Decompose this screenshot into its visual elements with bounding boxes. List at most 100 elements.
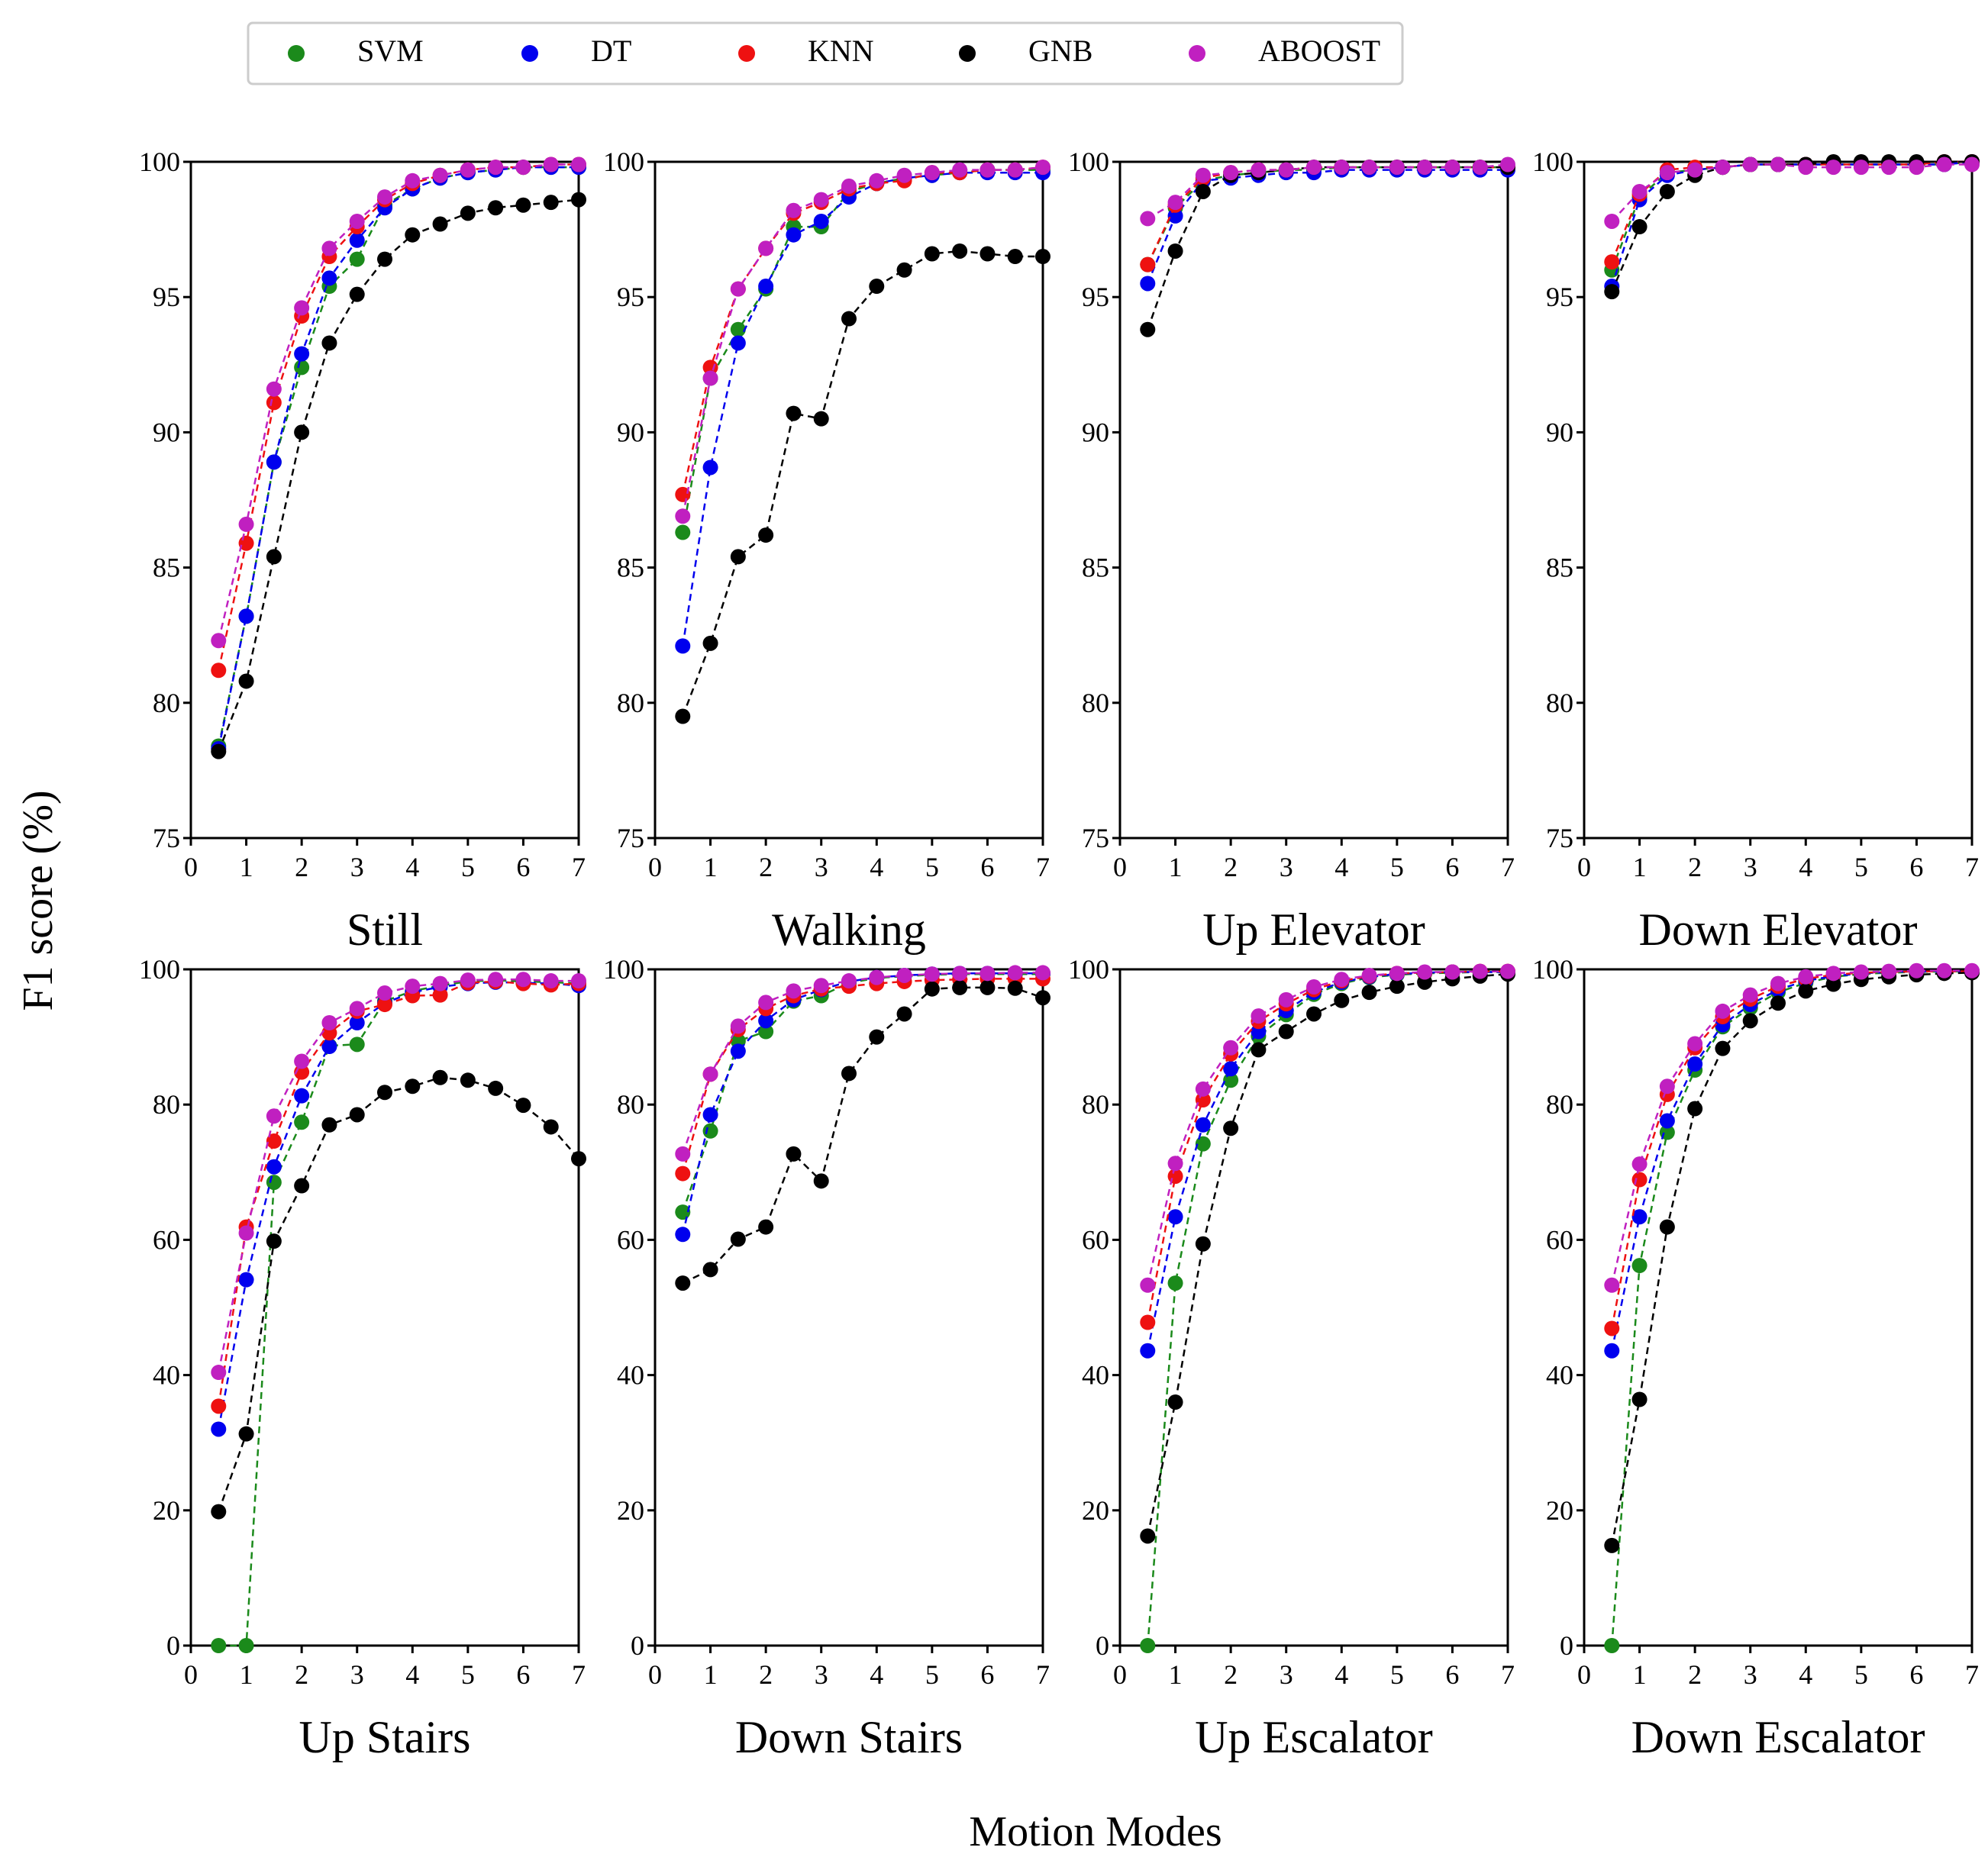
subplot-title: Down Escalator <box>1631 1712 1925 1762</box>
y-tick-label: 95 <box>153 282 180 312</box>
x-tick-label: 3 <box>350 852 364 882</box>
data-point-gnb <box>1361 985 1377 1001</box>
y-tick-label: 95 <box>1546 282 1573 312</box>
x-tick-label: 7 <box>1501 852 1515 882</box>
data-point-gnb <box>266 549 282 565</box>
y-tick-label: 75 <box>1082 823 1109 853</box>
data-point-aboost <box>1251 1008 1267 1024</box>
data-point-dt <box>294 346 310 362</box>
data-point-dt <box>758 279 774 295</box>
data-point-gnb <box>377 251 392 267</box>
x-tick-label: 1 <box>704 1659 718 1690</box>
x-tick-label: 2 <box>1224 852 1238 882</box>
x-tick-label: 3 <box>1280 1659 1293 1690</box>
data-point-gnb <box>952 243 968 259</box>
x-tick-label: 5 <box>925 1659 939 1690</box>
x-tick-label: 5 <box>461 1659 475 1690</box>
data-point-knn <box>211 1398 227 1414</box>
series-line-aboost <box>682 972 1043 1155</box>
data-point-aboost <box>1007 162 1023 178</box>
series-line-aboost <box>218 978 579 1373</box>
plot-area <box>1118 968 1509 1647</box>
data-point-knn <box>266 395 282 411</box>
data-point-aboost <box>841 178 857 194</box>
data-point-aboost <box>266 381 282 397</box>
data-point-aboost <box>349 1001 365 1017</box>
x-tick-label: 4 <box>1334 852 1348 882</box>
data-point-gnb <box>1770 995 1786 1011</box>
data-point-svm <box>1604 1638 1620 1653</box>
data-point-gnb <box>238 673 254 689</box>
data-point-dt <box>730 1043 746 1059</box>
data-point-knn <box>432 987 448 1003</box>
data-point-aboost <box>1140 211 1156 227</box>
data-point-gnb <box>702 1262 718 1278</box>
data-point-aboost <box>321 240 337 256</box>
data-point-aboost <box>813 192 829 208</box>
data-point-gnb <box>515 1098 531 1114</box>
legend-marker-knn <box>738 45 755 62</box>
data-point-aboost <box>1167 195 1183 211</box>
data-point-dt <box>238 1272 254 1288</box>
data-point-gnb <box>813 411 829 427</box>
x-tick-label: 6 <box>980 1659 994 1690</box>
data-point-dt <box>730 335 746 351</box>
data-point-aboost <box>952 162 968 178</box>
data-point-aboost <box>1964 156 1980 172</box>
data-point-gnb <box>675 1275 691 1291</box>
data-point-gnb <box>813 1173 829 1189</box>
x-tick-label: 2 <box>1688 1659 1702 1690</box>
data-point-gnb <box>571 1151 586 1167</box>
data-point-gnb <box>1631 1391 1648 1407</box>
x-tick-label: 6 <box>1909 1659 1923 1690</box>
x-tick-label: 5 <box>1390 1659 1404 1690</box>
x-tick-label: 5 <box>1390 852 1404 882</box>
data-point-gnb <box>702 635 718 651</box>
data-point-gnb <box>1167 1394 1183 1410</box>
data-point-dt <box>1140 1343 1156 1359</box>
data-point-aboost <box>702 1066 718 1082</box>
data-point-gnb <box>211 1504 227 1520</box>
data-point-dt <box>349 1014 365 1030</box>
data-point-aboost <box>1361 160 1377 176</box>
data-point-aboost <box>1715 160 1731 176</box>
subplot-title: Walking <box>772 904 926 955</box>
data-point-aboost <box>543 973 559 989</box>
data-point-aboost <box>515 160 531 176</box>
data-point-dt <box>1195 1117 1211 1133</box>
data-point-aboost <box>571 973 586 989</box>
data-point-svm <box>1631 1258 1648 1274</box>
data-point-gnb <box>377 1085 392 1101</box>
data-point-aboost <box>238 1225 254 1241</box>
legend-marker-svm <box>288 45 305 62</box>
data-point-gnb <box>758 527 774 543</box>
series-line-gnb <box>218 198 579 753</box>
data-point-dt <box>675 1227 691 1243</box>
data-point-aboost <box>869 969 885 985</box>
series-line-dt <box>1147 971 1508 1351</box>
data-point-aboost <box>1444 160 1460 176</box>
x-tick-label: 2 <box>759 852 773 882</box>
y-tick-label: 100 <box>139 954 180 985</box>
data-point-gnb <box>675 708 691 724</box>
y-tick-label: 100 <box>603 954 644 985</box>
data-point-aboost <box>1770 975 1786 991</box>
figure-ylabel: F1 score (%) <box>15 790 62 1011</box>
y-tick-label: 40 <box>153 1360 180 1391</box>
x-tick-label: 6 <box>980 852 994 882</box>
y-tick-label: 75 <box>153 823 180 853</box>
y-tick-label: 95 <box>1082 282 1109 312</box>
data-point-aboost <box>924 966 940 982</box>
data-point-aboost <box>896 167 912 183</box>
data-point-gnb <box>432 216 448 232</box>
data-point-aboost <box>1604 1277 1620 1293</box>
data-point-dt <box>758 1013 774 1029</box>
x-tick-label: 1 <box>704 852 718 882</box>
y-tick-label: 85 <box>153 553 180 583</box>
y-tick-label: 20 <box>617 1495 644 1526</box>
x-tick-label: 7 <box>572 852 586 882</box>
y-tick-label: 95 <box>617 282 644 312</box>
data-point-gnb <box>543 1119 559 1135</box>
y-tick-label: 20 <box>1082 1495 1109 1526</box>
data-point-gnb <box>432 1069 448 1085</box>
